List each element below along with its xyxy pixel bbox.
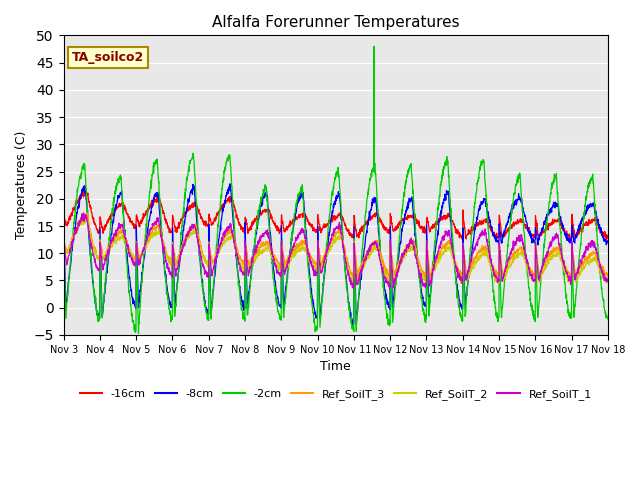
Ref_SoilT_2 xyxy=(494,279,502,285)
Ref_SoilT_2 xyxy=(603,280,611,286)
-16cm xyxy=(82,189,90,194)
-8cm xyxy=(494,238,502,244)
Ref_SoilT_3 xyxy=(60,239,67,244)
-2cm xyxy=(60,240,67,246)
Line: Ref_SoilT_3: Ref_SoilT_3 xyxy=(63,213,608,278)
Ref_SoilT_3 xyxy=(351,252,359,258)
Ref_SoilT_1 xyxy=(351,263,359,269)
-8cm xyxy=(349,323,357,328)
-8cm xyxy=(572,236,579,241)
X-axis label: Time: Time xyxy=(321,360,351,373)
-16cm xyxy=(556,218,564,224)
Ref_SoilT_2 xyxy=(83,215,91,220)
Ref_SoilT_1 xyxy=(572,271,579,277)
Y-axis label: Temperatures (C): Temperatures (C) xyxy=(15,131,28,240)
-2cm xyxy=(364,196,371,202)
-2cm xyxy=(556,227,564,232)
Ref_SoilT_2 xyxy=(351,258,359,264)
-2cm xyxy=(494,315,502,321)
Ref_SoilT_1 xyxy=(60,240,67,245)
Legend: -16cm, -8cm, -2cm, Ref_SoilT_3, Ref_SoilT_2, Ref_SoilT_1: -16cm, -8cm, -2cm, Ref_SoilT_3, Ref_Soil… xyxy=(75,384,596,404)
-16cm xyxy=(602,237,610,243)
Ref_SoilT_2 xyxy=(212,254,220,260)
Text: TA_soilco2: TA_soilco2 xyxy=(72,51,144,64)
-2cm xyxy=(212,257,220,263)
Title: Alfalfa Forerunner Temperatures: Alfalfa Forerunner Temperatures xyxy=(212,15,460,30)
-2cm xyxy=(370,43,378,49)
Ref_SoilT_3 xyxy=(212,252,220,258)
-16cm xyxy=(572,233,579,239)
Ref_SoilT_1 xyxy=(556,246,564,252)
Ref_SoilT_1 xyxy=(80,210,88,216)
Ref_SoilT_2 xyxy=(364,256,371,262)
Ref_SoilT_3 xyxy=(494,271,502,276)
Ref_SoilT_1 xyxy=(386,286,394,292)
Ref_SoilT_3 xyxy=(420,275,428,281)
Ref_SoilT_1 xyxy=(604,276,612,282)
Ref_SoilT_2 xyxy=(572,276,579,282)
-2cm xyxy=(351,299,359,304)
-8cm xyxy=(226,181,234,187)
-16cm xyxy=(364,218,371,224)
Ref_SoilT_3 xyxy=(572,272,579,278)
Ref_SoilT_1 xyxy=(494,276,502,282)
-2cm xyxy=(604,316,612,322)
-2cm xyxy=(134,330,142,336)
Ref_SoilT_2 xyxy=(556,254,564,260)
Ref_SoilT_1 xyxy=(364,249,371,254)
Ref_SoilT_3 xyxy=(604,274,612,279)
Ref_SoilT_3 xyxy=(556,248,564,254)
Line: Ref_SoilT_1: Ref_SoilT_1 xyxy=(63,213,608,289)
Line: -2cm: -2cm xyxy=(63,46,608,333)
-16cm xyxy=(212,217,220,223)
-8cm xyxy=(212,267,220,273)
Ref_SoilT_1 xyxy=(212,257,220,263)
Line: -16cm: -16cm xyxy=(63,192,608,240)
Ref_SoilT_3 xyxy=(83,210,91,216)
-16cm xyxy=(604,236,612,241)
Ref_SoilT_2 xyxy=(60,246,67,252)
-16cm xyxy=(60,210,67,216)
Line: Ref_SoilT_2: Ref_SoilT_2 xyxy=(63,217,608,283)
Ref_SoilT_3 xyxy=(364,248,371,253)
-8cm xyxy=(60,221,67,227)
Ref_SoilT_2 xyxy=(604,278,612,284)
-16cm xyxy=(351,225,359,230)
-16cm xyxy=(494,234,502,240)
-8cm xyxy=(556,217,564,223)
-8cm xyxy=(364,223,371,228)
-8cm xyxy=(352,305,360,311)
-2cm xyxy=(572,300,579,305)
Line: -8cm: -8cm xyxy=(63,184,608,325)
-8cm xyxy=(604,238,612,243)
